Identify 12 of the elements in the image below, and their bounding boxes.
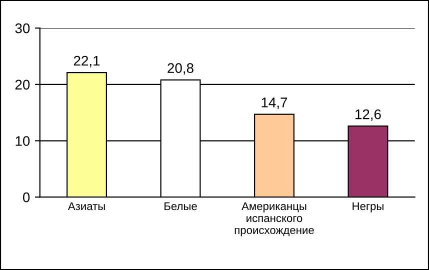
y-tick-label: 30 xyxy=(15,23,30,34)
x-tick-label: Американцы испанского происхождение xyxy=(234,202,314,236)
data-label: 20,8 xyxy=(168,63,194,75)
data-label: 22,1 xyxy=(74,56,100,68)
y-tick-label: 20 xyxy=(15,80,30,90)
data-label: 14,7 xyxy=(262,98,288,110)
x-tick-label: Негры xyxy=(352,202,384,212)
y-tick-label: 0 xyxy=(22,192,30,202)
x-tick-label: Азиаты xyxy=(68,202,105,210)
data-label: 12,6 xyxy=(356,109,381,121)
y-tick-label: 10 xyxy=(16,136,30,146)
x-tick-label: Белые xyxy=(164,202,197,210)
